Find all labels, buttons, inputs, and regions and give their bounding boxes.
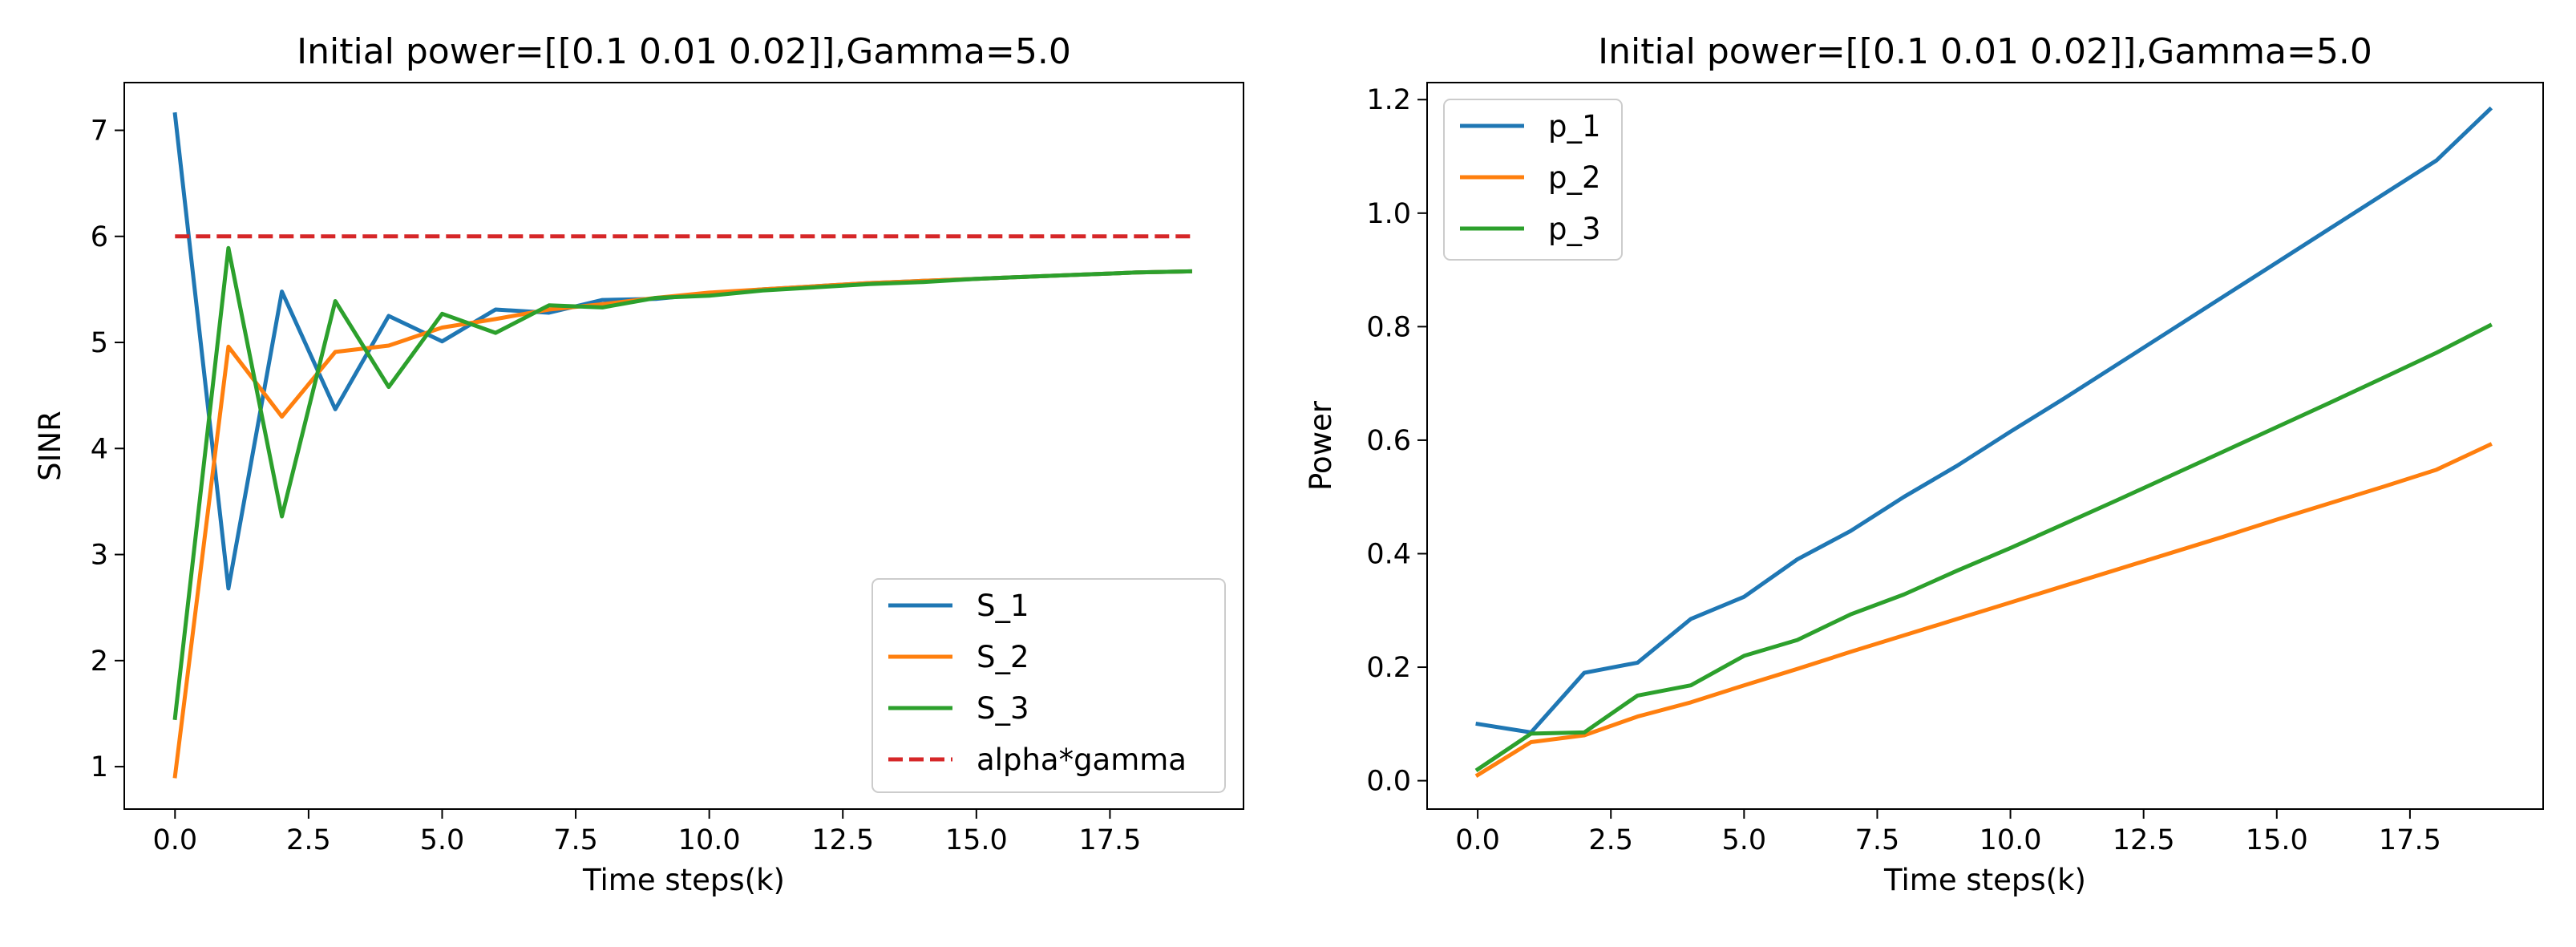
legend-label: alpha*gamma xyxy=(977,743,1187,777)
y-tick-label: 5 xyxy=(91,327,108,359)
x-tick-label: 15.0 xyxy=(2246,824,2308,856)
x-tick-label: 12.5 xyxy=(2113,824,2175,856)
series-line-p-2 xyxy=(1474,442,2493,778)
legend-box xyxy=(1443,99,1623,261)
series-line-s-1 xyxy=(172,111,1192,591)
y-tick-label: 4 xyxy=(91,433,108,465)
axes-frame xyxy=(1426,82,2544,810)
y-tick-label: 3 xyxy=(91,540,108,572)
x-tick-label: 17.5 xyxy=(1078,824,1141,856)
x-tick-label: 0.0 xyxy=(1455,824,1500,856)
series-line-p-1 xyxy=(1475,106,2493,735)
x-tick-label: 7.5 xyxy=(1855,824,1900,856)
series-group xyxy=(1474,106,2493,778)
legend-label: p_2 xyxy=(1548,160,1601,195)
y-tick-label: 0.4 xyxy=(1366,538,1411,570)
chart-power: Initial power=[[0.1 0.01 0.02]],Gamma=5.… xyxy=(1304,31,2544,897)
legend-label: p_1 xyxy=(1548,109,1601,144)
series-line-p-3 xyxy=(1474,322,2493,772)
series-line-s-3 xyxy=(172,245,1192,721)
axes-frame xyxy=(123,82,1244,810)
x-axis-label: Time steps(k) xyxy=(1883,863,2086,897)
y-tick-label: 0.0 xyxy=(1366,766,1411,798)
chart-title: Initial power=[[0.1 0.01 0.02]],Gamma=5.… xyxy=(297,31,1071,72)
x-tick-label: 2.5 xyxy=(286,824,331,856)
y-tick-label: 7 xyxy=(91,115,108,148)
series-group xyxy=(172,111,1192,779)
x-tick-label: 10.0 xyxy=(1980,824,2042,856)
legend-label: S_3 xyxy=(977,691,1029,726)
y-tick-label: 6 xyxy=(91,221,108,253)
y-tick-label: 0.8 xyxy=(1366,311,1411,343)
legend-box xyxy=(871,578,1226,793)
chart-title: Initial power=[[0.1 0.01 0.02]],Gamma=5.… xyxy=(1598,31,2372,72)
x-tick-label: 15.0 xyxy=(945,824,1008,856)
y-tick-label: 2 xyxy=(91,645,108,678)
x-axis-label: Time steps(k) xyxy=(582,863,785,897)
legend-label: S_1 xyxy=(977,589,1029,623)
y-tick-label: 1 xyxy=(91,751,108,783)
y-tick-label: 1.0 xyxy=(1366,198,1411,230)
x-tick-label: 0.0 xyxy=(152,824,197,856)
x-tick-label: 7.5 xyxy=(553,824,598,856)
x-tick-label: 2.5 xyxy=(1588,824,1633,856)
x-tick-label: 12.5 xyxy=(811,824,874,856)
x-tick-label: 10.0 xyxy=(678,824,741,856)
y-axis-label: SINR xyxy=(33,411,67,481)
x-tick-label: 5.0 xyxy=(1722,824,1767,856)
y-axis-label: Power xyxy=(1304,400,1338,491)
legend: p_1 p_2 p_3 xyxy=(1443,99,1623,261)
y-tick-label: 0.2 xyxy=(1366,652,1411,684)
x-tick-label: 17.5 xyxy=(2379,824,2441,856)
chart-sinr: Initial power=[[0.1 0.01 0.02]],Gamma=5.… xyxy=(33,31,1244,897)
legend: S_1 S_2 S_3 alpha*gamma xyxy=(871,578,1226,793)
y-tick-label: 1.2 xyxy=(1366,84,1411,116)
x-tick-label: 5.0 xyxy=(420,824,465,856)
legend-label: p_3 xyxy=(1548,212,1601,246)
y-tick-label: 0.6 xyxy=(1366,425,1411,457)
legend-label: S_2 xyxy=(977,640,1029,674)
